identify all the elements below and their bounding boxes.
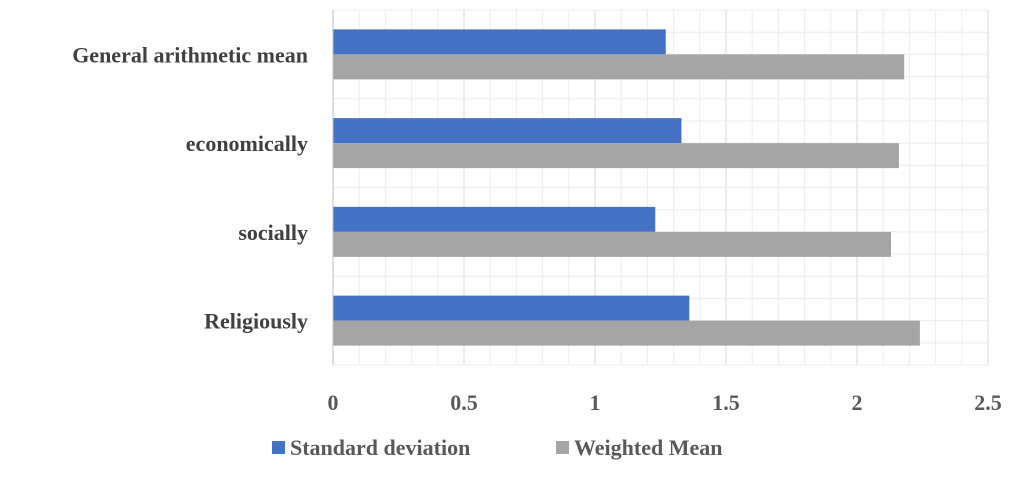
category-label: Religiously	[204, 309, 308, 334]
bar-weighted-mean-0	[333, 54, 905, 80]
bar-standard-deviation-2	[333, 206, 656, 232]
bar-standard-deviation-0	[333, 29, 666, 55]
bar-weighted-mean-2	[333, 231, 892, 257]
legend: Standard deviation Weighted Mean	[272, 435, 723, 460]
x-tick-label: 0.5	[450, 390, 478, 415]
category-label: economically	[186, 131, 308, 156]
bar-standard-deviation-3	[333, 295, 690, 321]
labels: General arithmetic mean economically socia…	[72, 42, 1002, 415]
x-tick-label: 1.5	[712, 390, 740, 415]
x-tick-label: 2	[852, 390, 863, 415]
category-label: socially	[238, 220, 308, 245]
x-tick-label: 1	[590, 390, 601, 415]
legend-label-weighted-mean: Weighted Mean	[574, 435, 723, 460]
x-tick-label: 0	[328, 390, 339, 415]
bars	[333, 29, 920, 346]
legend-label-standard-deviation: Standard deviation	[290, 435, 470, 460]
legend-swatch-weighted-mean	[556, 441, 569, 454]
bar-standard-deviation-1	[333, 118, 682, 144]
x-tick-label: 2.5	[974, 390, 1002, 415]
category-label: General arithmetic mean	[72, 42, 308, 67]
bar-weighted-mean-1	[333, 143, 899, 169]
bar-weighted-mean-3	[333, 320, 920, 346]
legend-swatch-standard-deviation	[272, 441, 285, 454]
